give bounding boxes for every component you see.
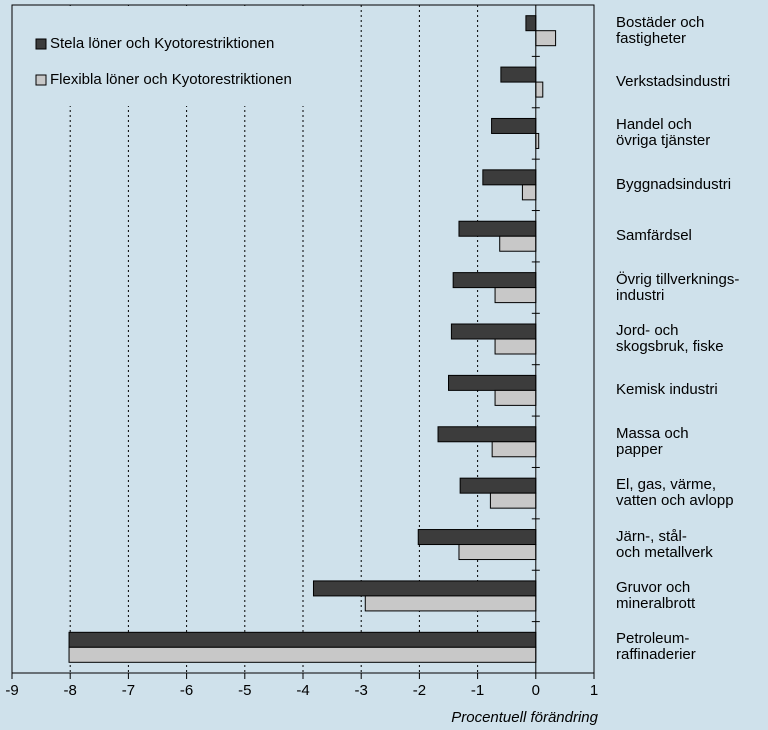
category-label: Handel och övriga tjänster: [616, 116, 711, 150]
bar: [459, 477, 537, 494]
bar: [450, 323, 537, 340]
bar: [68, 646, 537, 663]
bar: [499, 235, 537, 252]
x-tick-label: -6: [180, 682, 193, 699]
x-tick-label: -7: [122, 682, 135, 699]
legend-label: Flexibla löner och Kyotorestriktionen: [50, 71, 292, 88]
x-tick-label: -5: [238, 682, 251, 699]
x-axis-title: Procentuell förändring: [451, 709, 598, 726]
legend-bg: [13, 6, 358, 106]
bar: [535, 30, 557, 47]
category-label: Byggnadsindustri: [616, 175, 732, 193]
legend-swatch: [35, 74, 47, 86]
x-tick-label: -3: [355, 682, 368, 699]
category-label: El, gas, värme, vatten och avlopp: [616, 476, 734, 510]
x-tick-label: 1: [590, 682, 598, 699]
legend-swatch: [35, 38, 47, 50]
x-tick-label: -1: [471, 682, 484, 699]
bar: [482, 169, 537, 186]
bar: [458, 220, 537, 237]
category-label: Petroleum- raffinaderier: [616, 630, 696, 664]
bar: [521, 184, 537, 201]
bar: [68, 631, 537, 648]
category-label: Kemisk industri: [616, 381, 718, 399]
category-label: Järn-, stål- och metallverk: [616, 527, 713, 561]
bar: [452, 272, 537, 289]
bar: [364, 595, 537, 612]
x-tick-label: -2: [413, 682, 426, 699]
bar: [489, 492, 537, 509]
category-label: Gruvor och mineralbrott: [616, 578, 696, 612]
category-label: Bostäder och fastigheter: [616, 13, 705, 47]
x-tick-label: -8: [64, 682, 77, 699]
bar: [500, 66, 537, 83]
category-label: Verkstadsindustri: [616, 73, 731, 91]
plot-frame: [11, 4, 595, 674]
x-tick-label: 0: [532, 682, 540, 699]
bar: [535, 81, 544, 98]
category-label: Massa och papper: [616, 424, 689, 458]
bar: [494, 287, 537, 304]
category-label: Samfärdsel: [616, 227, 692, 245]
category-label: Övrig tillverknings- industri: [616, 270, 740, 304]
x-tick-label: -9: [5, 682, 18, 699]
bar: [417, 529, 537, 546]
legend-label: Stela löner och Kyotorestriktionen: [50, 35, 274, 52]
bar: [494, 389, 537, 406]
category-label: Jord- och skogsbruk, fiske: [616, 322, 724, 355]
bar: [525, 15, 537, 32]
bar: [491, 441, 537, 458]
bar: [494, 338, 537, 355]
bar: [448, 374, 537, 391]
bar: [491, 117, 537, 134]
bar: [312, 580, 537, 597]
bar: [437, 426, 537, 443]
bar: [458, 544, 537, 561]
x-tick-label: -4: [296, 682, 309, 699]
